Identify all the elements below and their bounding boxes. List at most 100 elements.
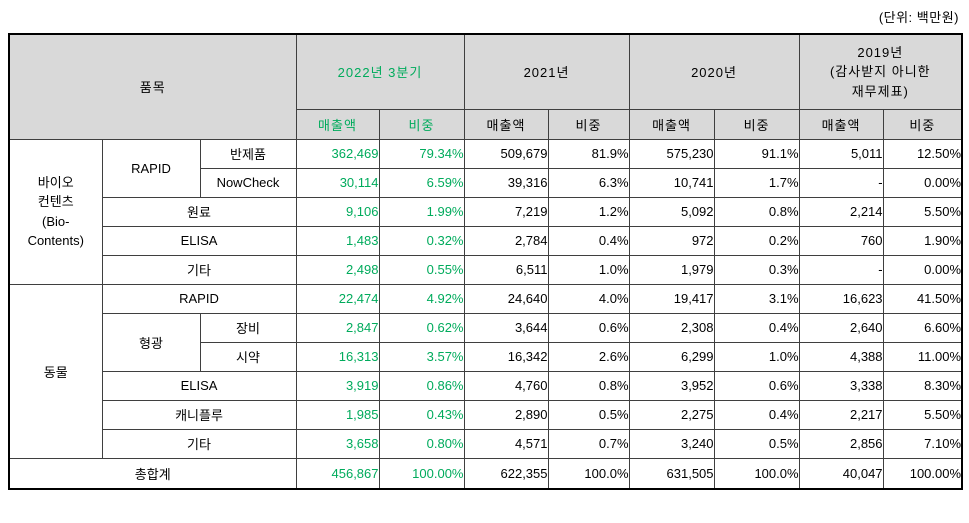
value-cell: 24,640	[463, 283, 549, 314]
subcategory-cell: RAPID	[101, 283, 297, 314]
share-header-2019: 비중	[882, 108, 963, 140]
value-cell: 0.00%	[882, 254, 963, 285]
total-value-cell: 456,867	[295, 457, 380, 490]
table-row: 바이오 컨텐츠 (Bio- Contents) RAPID 반제품 362,46…	[8, 138, 963, 285]
value-cell: 10,741	[628, 167, 715, 198]
share-header-2022q3: 비중	[378, 108, 465, 140]
header-row-measures: 매출액 비중 매출액 비중 매출액 비중 매출액 비중	[9, 108, 963, 140]
table-row: 기타 3,658 0.80% 4,571 0.7% 3,240 0.5% 2,8…	[9, 428, 963, 459]
value-cell: 22,474	[295, 283, 380, 314]
value-cell: 0.8%	[713, 196, 800, 227]
table-row: ELISA 1,483 0.32% 2,784 0.4% 972 0.2% 76…	[9, 225, 963, 256]
total-label-cell: 총합계	[8, 457, 297, 490]
item-column-header: 품목	[8, 33, 297, 140]
share-header-2020: 비중	[713, 108, 800, 140]
value-cell: 0.8%	[547, 370, 630, 401]
share-header-2021: 비중	[547, 108, 630, 140]
year-header-2022q3: 2022년 3분기	[295, 33, 465, 110]
value-cell: 4,388	[798, 341, 884, 372]
value-cell: 4,760	[463, 370, 549, 401]
product-cell: NowCheck	[199, 167, 297, 198]
value-cell: 6,511	[463, 254, 549, 285]
value-cell: 972	[628, 225, 715, 256]
value-cell: 4,571	[463, 428, 549, 459]
value-cell: 575,230	[628, 138, 715, 169]
value-cell: 4.92%	[378, 283, 465, 314]
value-cell: -	[798, 254, 884, 285]
value-cell: 19,417	[628, 283, 715, 314]
value-cell: 0.4%	[713, 312, 800, 343]
value-cell: 362,469	[295, 138, 380, 169]
unit-label: (단위: 백만원)	[878, 10, 959, 25]
total-row: 총합계 456,867 100.00% 622,355 100.0% 631,5…	[8, 457, 963, 490]
total-value-cell: 100.0%	[547, 457, 630, 490]
value-cell: 11.00%	[882, 341, 963, 372]
value-cell: 0.86%	[378, 370, 465, 401]
table-row: 동물 RAPID 22,474 4.92% 24,640 4.0% 19,417…	[8, 283, 963, 459]
value-cell: 1.90%	[882, 225, 963, 256]
value-cell: 79.34%	[378, 138, 465, 169]
value-cell: 5,092	[628, 196, 715, 227]
value-cell: 0.6%	[547, 312, 630, 343]
total-value-cell: 100.00%	[378, 457, 465, 490]
value-cell: 5.50%	[882, 399, 963, 430]
total-value-cell: 631,505	[628, 457, 715, 490]
value-cell: 760	[798, 225, 884, 256]
value-cell: 1,483	[295, 225, 380, 256]
value-cell: 6,299	[628, 341, 715, 372]
subcategory-cell: 기타	[101, 428, 297, 459]
value-cell: 3.57%	[378, 341, 465, 372]
subcategory-cell: ELISA	[101, 225, 297, 256]
total-value-cell: 622,355	[463, 457, 549, 490]
total-value-cell: 100.0%	[713, 457, 800, 490]
subcategory-cell-fluorescence: 형광	[101, 312, 201, 372]
product-cell: 반제품	[199, 138, 297, 169]
value-cell: 16,342	[463, 341, 549, 372]
value-cell: 2,890	[463, 399, 549, 430]
value-cell: 1,979	[628, 254, 715, 285]
value-cell: 0.7%	[547, 428, 630, 459]
sales-header-2020: 매출액	[628, 108, 715, 140]
value-cell: 0.00%	[882, 167, 963, 198]
value-cell: 6.59%	[378, 167, 465, 198]
value-cell: 6.60%	[882, 312, 963, 343]
value-cell: 2,847	[295, 312, 380, 343]
value-cell: 3,658	[295, 428, 380, 459]
value-cell: 41.50%	[882, 283, 963, 314]
value-cell: 4.0%	[547, 283, 630, 314]
value-cell: 2,640	[798, 312, 884, 343]
value-cell: 2,308	[628, 312, 715, 343]
total-value-cell: 100.00%	[882, 457, 963, 490]
value-cell: 2,217	[798, 399, 884, 430]
value-cell: 1,985	[295, 399, 380, 430]
table-row: 원료 9,106 1.99% 7,219 1.2% 5,092 0.8% 2,2…	[9, 196, 963, 227]
value-cell: 81.9%	[547, 138, 630, 169]
sales-header-2019: 매출액	[798, 108, 884, 140]
value-cell: 2,214	[798, 196, 884, 227]
table-row: ELISA 3,919 0.86% 4,760 0.8% 3,952 0.6% …	[9, 370, 963, 401]
value-cell: 0.62%	[378, 312, 465, 343]
value-cell: 12.50%	[882, 138, 963, 169]
value-cell: 1.2%	[547, 196, 630, 227]
value-cell: 1.0%	[713, 341, 800, 372]
value-cell: 91.1%	[713, 138, 800, 169]
value-cell: 0.43%	[378, 399, 465, 430]
value-cell: 0.55%	[378, 254, 465, 285]
total-value-cell: 40,047	[798, 457, 884, 490]
value-cell: 3,240	[628, 428, 715, 459]
table-row: 캐니플루 1,985 0.43% 2,890 0.5% 2,275 0.4% 2…	[9, 399, 963, 430]
year-header-2019: 2019년 (감사받지 아니한 재무제표)	[798, 33, 963, 110]
value-cell: 0.6%	[713, 370, 800, 401]
value-cell: 39,316	[463, 167, 549, 198]
product-cell: 장비	[199, 312, 297, 343]
sales-by-product-table: 품목 2022년 3분기 2021년 2020년 2019년 (감사받지 아니한…	[8, 33, 964, 490]
sales-header-2022q3: 매출액	[295, 108, 380, 140]
value-cell: 2,275	[628, 399, 715, 430]
value-cell: 30,114	[295, 167, 380, 198]
category-cell-animal: 동물	[8, 283, 103, 459]
product-cell: 시약	[199, 341, 297, 372]
value-cell: 16,313	[295, 341, 380, 372]
value-cell: 1.7%	[713, 167, 800, 198]
subcategory-cell-rapid: RAPID	[101, 138, 201, 198]
